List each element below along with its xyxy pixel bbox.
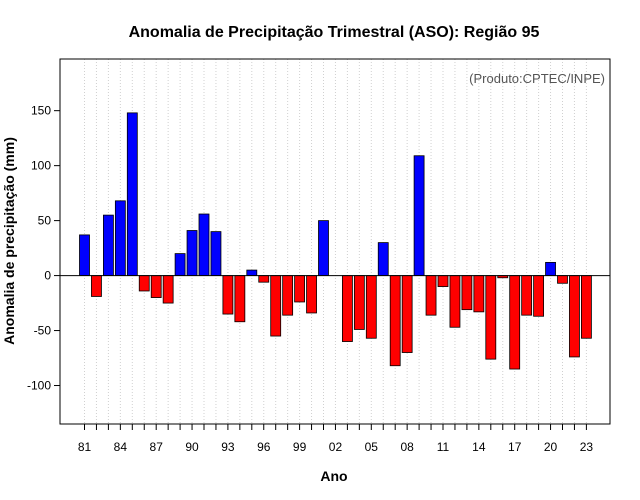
y-tick-label: 50 <box>38 214 52 228</box>
bar-2017 <box>509 275 521 370</box>
bar-2015 <box>485 275 497 360</box>
bar-1987 <box>150 275 162 298</box>
x-tick-label: 20 <box>544 440 558 454</box>
x-axis-label: Ano <box>320 468 347 484</box>
x-axis: 81 84 87 90 93 96 99 02 05 08 11 14 17 20 23 <box>78 424 594 454</box>
bar-1999 <box>294 275 306 303</box>
bar-2006 <box>377 242 389 276</box>
credit-annotation: (Produto:CPTEC/INPE) <box>469 71 605 86</box>
x-tick-label: 87 <box>150 440 164 454</box>
y-tick-label: 150 <box>31 104 51 118</box>
bar-2005 <box>365 275 377 339</box>
bar-2004 <box>353 275 365 330</box>
x-tick-label: 14 <box>472 440 486 454</box>
x-tick-label: 90 <box>185 440 199 454</box>
bar-2012 <box>449 275 461 328</box>
bar-1993 <box>222 275 234 315</box>
bar-1982 <box>91 275 102 297</box>
bar-1984 <box>114 200 126 276</box>
x-tick-label: 84 <box>114 440 128 454</box>
x-tick-label: 81 <box>78 440 92 454</box>
y-axis: -100 -50 0 50 100 150 <box>27 104 60 393</box>
bar-1990 <box>186 230 198 276</box>
bar-2022 <box>569 275 580 358</box>
bar-2023 <box>581 275 592 339</box>
x-tick-label: 11 <box>437 440 450 454</box>
y-tick-label: -50 <box>34 324 52 338</box>
x-tick-label: 08 <box>400 440 414 454</box>
x-tick-label: 99 <box>293 440 307 454</box>
bar-2021 <box>557 275 568 284</box>
bar-2000 <box>306 275 317 314</box>
bar-2020 <box>545 261 556 276</box>
y-tick-label: 100 <box>31 159 51 173</box>
x-tick-label: 96 <box>257 440 271 454</box>
bar-2018 <box>521 275 533 316</box>
bar-2007 <box>389 275 401 367</box>
bars-group <box>79 112 592 370</box>
bar-2010 <box>425 275 437 316</box>
x-tick-label: 02 <box>329 440 343 454</box>
bar-1992 <box>210 231 222 276</box>
bar-2001 <box>318 220 329 276</box>
bar-1996 <box>258 275 270 283</box>
y-tick-label: -100 <box>27 379 51 393</box>
bar-1983 <box>103 214 114 276</box>
bar-1994 <box>234 275 246 323</box>
x-tick-label: 93 <box>221 440 235 454</box>
bar-1981 <box>79 234 90 276</box>
bar-2009 <box>413 155 425 276</box>
bar-2013 <box>461 275 473 311</box>
bar-1988 <box>162 275 174 304</box>
bar-1986 <box>138 275 150 292</box>
bar-1985 <box>126 112 138 276</box>
bar-2003 <box>341 275 353 342</box>
x-tick-label: 17 <box>508 440 522 454</box>
bar-2014 <box>473 275 485 313</box>
bar-1995 <box>246 269 258 276</box>
bar-2019 <box>533 275 544 317</box>
bar-1989 <box>174 253 186 276</box>
chart-title: Anomalia de Precipitação Trimestral (ASO… <box>129 24 540 41</box>
grid-lines <box>84 59 587 424</box>
y-axis-label: Anomalia de precipitação (mm) <box>1 137 17 345</box>
y-tick-label: 0 <box>44 269 51 283</box>
bar-1997 <box>270 275 282 337</box>
bar-1991 <box>198 213 210 276</box>
x-tick-label: 05 <box>365 440 379 454</box>
bar-1998 <box>282 275 294 316</box>
bar-2008 <box>401 275 413 353</box>
x-tick-label: 23 <box>580 440 594 454</box>
bar-2011 <box>437 275 449 287</box>
